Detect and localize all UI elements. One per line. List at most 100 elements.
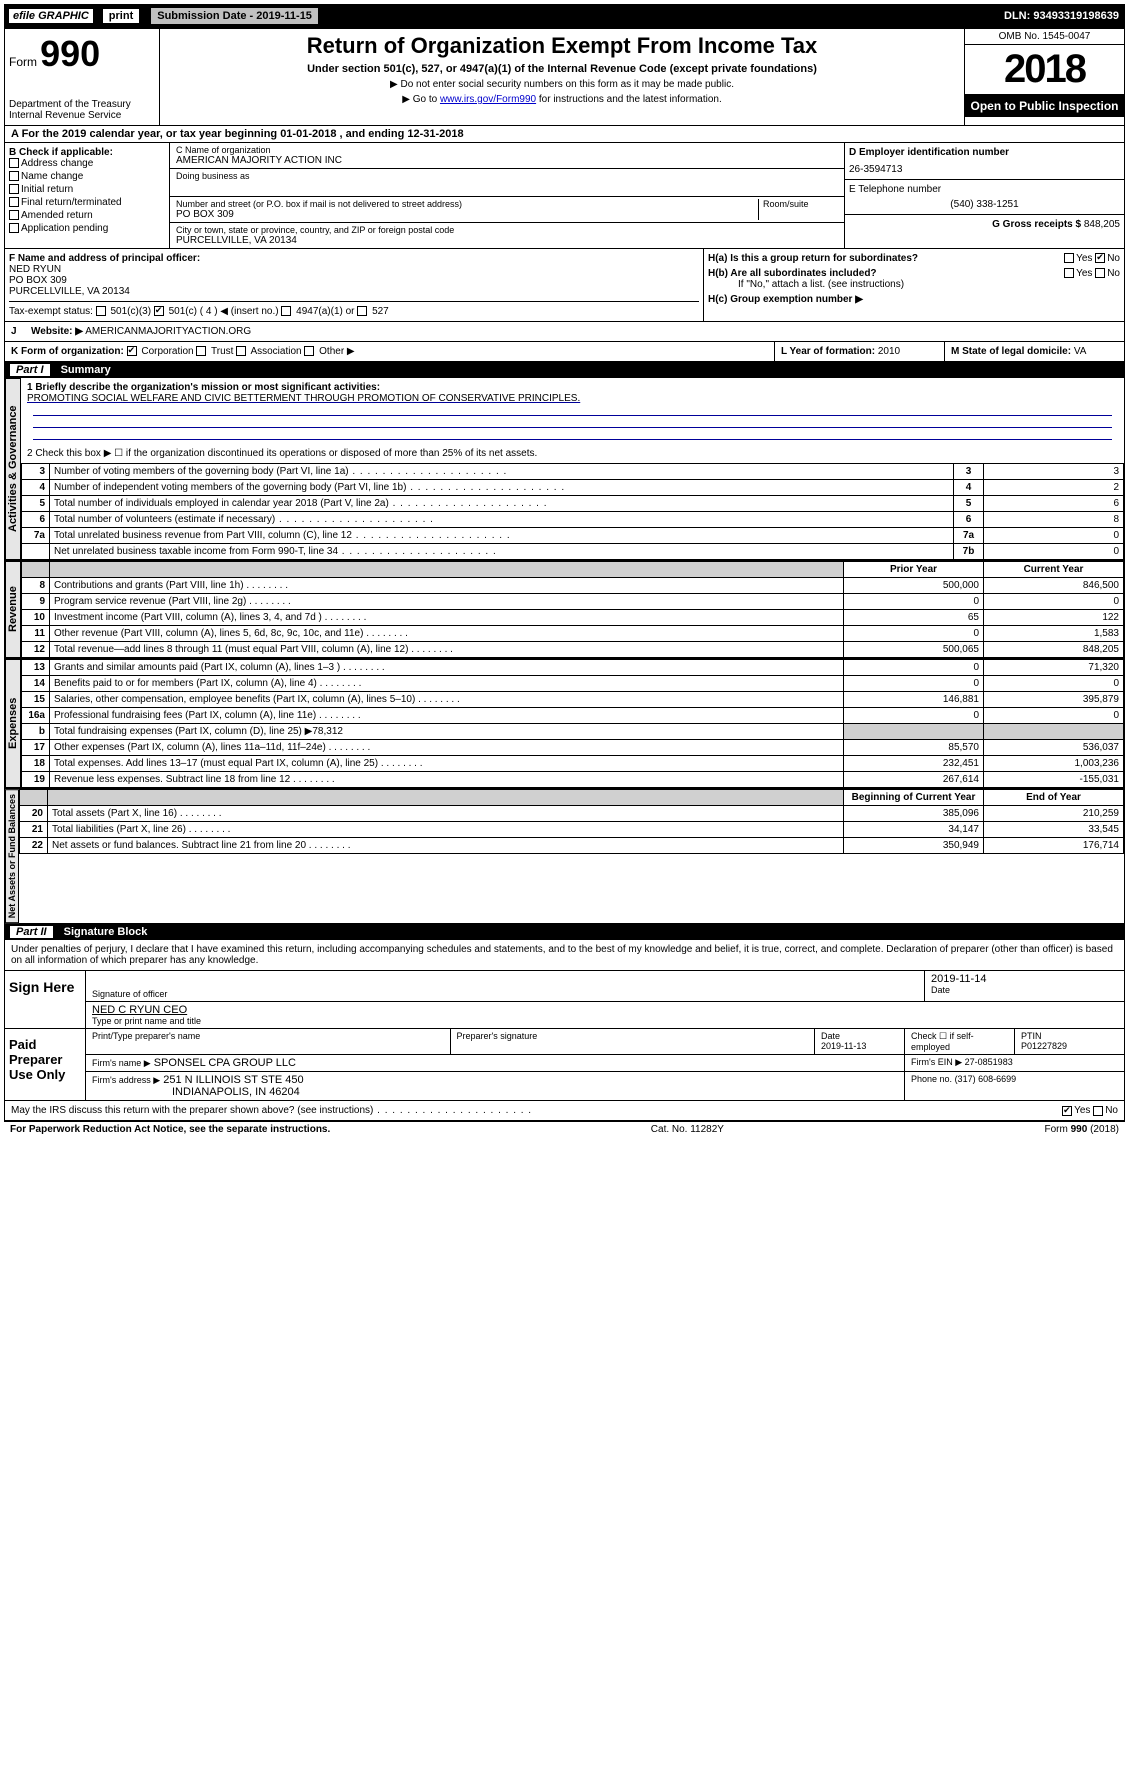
prep-name-label: Print/Type preparer's name [86,1029,450,1054]
block-f: F Name and address of principal officer:… [5,249,704,321]
footer-pra: For Paperwork Reduction Act Notice, see … [10,1124,330,1135]
website-value: AMERICANMAJORITYACTION.ORG [85,326,251,337]
prep-date: 2019-11-13 [821,1041,866,1051]
gov-table: 3Number of voting members of the governi… [21,463,1124,560]
dba-label: Doing business as [176,171,250,194]
line-j: J Website: ▶ AMERICANMAJORITYACTION.ORG [4,322,1125,342]
paid-prep-label: Paid Preparer Use Only [5,1029,85,1100]
part2-title: Signature Block [64,926,148,938]
cb-address-change[interactable]: Address change [9,158,165,169]
form-subtitle: Under section 501(c), 527, or 4947(a)(1)… [168,63,956,75]
taxexempt-label: Tax-exempt status: [9,306,93,317]
cb-name-change[interactable]: Name change [9,171,165,182]
state-domicile: VA [1074,346,1087,357]
ha-yes[interactable] [1064,253,1074,263]
phone-label: E Telephone number [849,184,1120,195]
summary-net: Net Assets or Fund Balances Beginning of… [4,789,1125,924]
f-label: F Name and address of principal officer: [9,253,699,264]
h-c: H(c) Group exemption number ▶ [708,294,1120,305]
cb-501c3[interactable] [96,306,106,316]
discuss-yes[interactable] [1062,1106,1072,1116]
blank-line [33,416,1112,428]
ein-label: D Employer identification number [849,147,1120,158]
summary-revenue: Revenue Prior YearCurrent Year8Contribut… [4,561,1125,659]
firm-addr-label: Firm's address ▶ [92,1075,160,1085]
city-state-zip: PURCELLVILLE, VA 20134 [176,235,838,246]
cb-527[interactable] [357,306,367,316]
tax-exempt-row: Tax-exempt status: 501(c)(3) 501(c) ( 4 … [9,301,699,317]
sig-officer-label: Signature of officer [92,989,918,999]
note-link: ▶ Go to www.irs.gov/Form990 for instruct… [168,94,956,105]
q2: 2 Check this box ▶ ☐ if the organization… [27,448,1118,459]
cb-trust[interactable] [196,346,206,356]
block-c: C Name of organization AMERICAN MAJORITY… [170,143,844,248]
opt-501c3: 501(c)(3) [110,306,151,317]
city-label: City or town, state or province, country… [176,225,838,235]
opt-assoc: Association [250,346,301,357]
dln: DLN: 93493319198639 [1004,10,1119,22]
cb-other[interactable] [304,346,314,356]
print-button[interactable]: print [102,8,140,24]
form-title: Return of Organization Exempt From Incom… [168,33,956,59]
efile-badge: efile GRAPHIC [8,8,94,24]
cb-4947[interactable] [281,306,291,316]
blank-line [33,404,1112,416]
discuss-row: May the IRS discuss this return with the… [4,1101,1125,1121]
dept-treasury: Department of the Treasury Internal Reve… [9,99,155,121]
officer-type-label: Type or print name and title [92,1016,1118,1026]
side-net: Net Assets or Fund Balances [5,789,19,923]
note2-pre: ▶ Go to [402,94,440,105]
gross-label: G Gross receipts $ [992,219,1081,230]
ha-no[interactable] [1095,253,1105,263]
ptin-value: P01227829 [1021,1041,1067,1051]
note2-post: for instructions and the latest informat… [539,94,722,105]
cb-app-pending[interactable]: Application pending [9,223,165,234]
opt-4947: 4947(a)(1) or [296,306,354,317]
cb-501c[interactable] [154,306,164,316]
discuss-no[interactable] [1093,1106,1103,1116]
mission-text: PROMOTING SOCIAL WELFARE AND CIVIC BETTE… [27,393,1118,404]
blank-line [33,428,1112,440]
prep-date-label: Date [821,1031,840,1041]
part1-head: Part I Summary [4,362,1125,378]
cb-assoc[interactable] [236,346,246,356]
sign-here-label: Sign Here [5,971,85,1028]
form-header: Form 990 Department of the Treasury Inte… [4,28,1125,126]
block-b: B Check if applicable: Address change Na… [5,143,170,248]
ptin-label: PTIN [1021,1031,1042,1041]
hb-yes[interactable] [1064,268,1074,278]
cb-amended[interactable]: Amended return [9,210,165,221]
identity-block: B Check if applicable: Address change Na… [4,143,1125,249]
cb-initial-return[interactable]: Initial return [9,184,165,195]
gross-value: 848,205 [1084,219,1120,230]
year-formation: 2010 [878,346,900,357]
room-label: Room/suite [758,199,838,220]
open-public: Open to Public Inspection [965,94,1124,117]
irs-link[interactable]: www.irs.gov/Form990 [440,94,536,105]
check-self[interactable]: Check ☐ if self-employed [904,1029,1014,1054]
prep-sig-label: Preparer's signature [450,1029,815,1054]
j-text: Website: ▶ [31,326,83,337]
firm-ein-label: Firm's EIN ▶ [911,1057,962,1067]
firm-name-label: Firm's name ▶ [92,1058,151,1068]
side-revenue: Revenue [5,561,21,658]
officer-addr1: PO BOX 309 [9,275,699,286]
exp-table: 13Grants and similar amounts paid (Part … [21,659,1124,788]
j-label: J [5,322,25,341]
part2-head: Part II Signature Block [4,924,1125,940]
form-number: 990 [40,33,100,74]
tax-year: 2018 [965,45,1124,94]
firm-city: INDIANAPOLIS, IN 46204 [92,1086,300,1098]
opt-527: 527 [372,306,389,317]
block-h: H(a) Is this a group return for subordin… [704,249,1124,321]
hb-no[interactable] [1095,268,1105,278]
cb-final-return[interactable]: Final return/terminated [9,197,165,208]
q1: 1 Briefly describe the organization's mi… [27,382,1118,393]
footer-form: Form 990 (2018) [1045,1124,1119,1135]
opt-501c: 501(c) ( 4 ) ◀ (insert no.) [169,306,279,317]
phone-value: (540) 338-1251 [849,199,1120,210]
declaration: Under penalties of perjury, I declare th… [4,940,1125,971]
side-expenses: Expenses [5,659,21,788]
cb-corp[interactable] [127,346,137,356]
part1-label: Part I [10,364,50,376]
